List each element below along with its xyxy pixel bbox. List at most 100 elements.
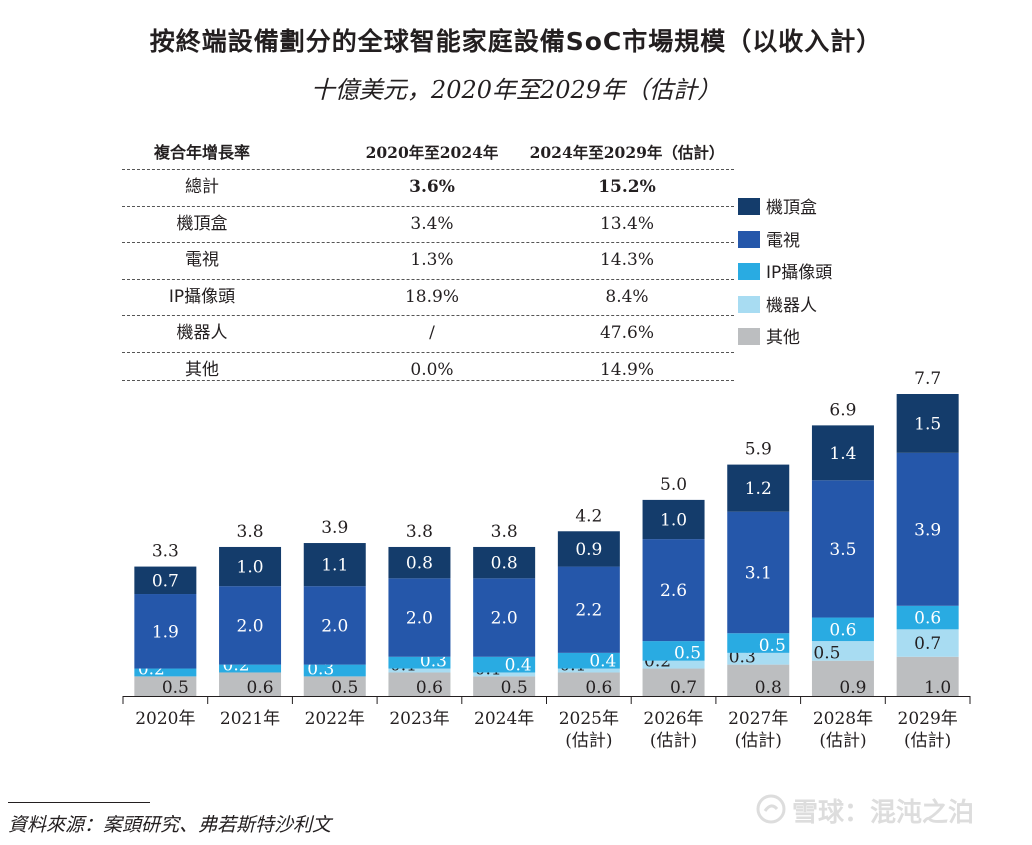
bar-value-label: 0.6: [829, 620, 856, 640]
cagr-row-label: 機器人: [176, 323, 228, 343]
bar-total-label: 5.9: [745, 440, 772, 460]
bar-segment: [557, 531, 620, 567]
source-divider: [8, 802, 150, 803]
x-tick-label: 2026年: [643, 709, 703, 729]
x-tick-label: 2027年: [728, 709, 788, 729]
legend-swatch: [738, 230, 760, 248]
bar-segment: [134, 594, 197, 669]
bar-segment: [811, 660, 874, 696]
bar-total-label: 3.3: [152, 542, 179, 562]
bar-total-label: 4.2: [575, 506, 602, 526]
bar-segment: [727, 664, 790, 696]
cagr-table-header: 複合年增長率 2020年至2024年 2024年至2029年（估計）: [122, 136, 734, 169]
bar-segment: [473, 676, 536, 696]
bar-segment: [896, 452, 959, 606]
cagr-row-label: 機頂盒: [176, 213, 228, 234]
x-tick-label: 2021年: [220, 709, 280, 729]
cagr-table: 複合年增長率 2020年至2024年 2024年至2029年（估計） 總計 3.…: [122, 136, 734, 388]
bar-segment: [896, 656, 959, 696]
cagr-row-set-top-box: 機頂盒 3.4% 13.4%: [122, 205, 734, 243]
bar-segment: [303, 586, 366, 665]
bar-value-label: 0.8: [755, 678, 782, 698]
bar-segment: [473, 546, 536, 579]
bar-value-label: 0.4: [589, 652, 616, 672]
bar-segment: [642, 641, 705, 661]
bar-total-label: 5.0: [660, 475, 687, 495]
bar-value-label: 1.0: [237, 558, 264, 578]
bar-value-label: 0.5: [674, 644, 701, 664]
bar-segment: [811, 641, 874, 661]
bar-segment: [134, 676, 197, 696]
bar-segment: [811, 617, 874, 642]
bar-value-label: 3.5: [829, 540, 856, 560]
bar-total-label: 3.9: [321, 518, 348, 538]
bar-value-label: 2.0: [237, 616, 264, 636]
bar-segment: [811, 425, 874, 481]
bar-segment: [557, 672, 620, 696]
bar-value-label: 2.0: [491, 609, 518, 629]
bar-value-label: 2.6: [660, 581, 687, 601]
bar-value-label: 0.9: [839, 678, 866, 698]
legend-swatch: [738, 198, 760, 215]
legend-label: IP攝像頭: [766, 263, 833, 283]
x-tick-label: 2025年: [559, 709, 619, 729]
chart-subtitle: 十億美元，2020年至2029年（估計）: [310, 76, 722, 104]
bar-total-label: 3.8: [406, 522, 433, 542]
x-tick-label: (估計): [735, 731, 782, 751]
bar-value-label: 0.5: [162, 678, 189, 698]
cagr-row-value-2: 47.6%: [599, 323, 654, 343]
bar-value-label: 0.8: [491, 554, 518, 574]
cagr-row-value-1: 18.9%: [404, 286, 459, 307]
legend-swatch: [738, 295, 760, 313]
bar-value-label: 0.4: [505, 655, 532, 675]
bar-value-label: 2.2: [575, 601, 602, 621]
snowball-logo-icon: [756, 794, 786, 824]
bar-segment: [388, 668, 451, 673]
x-tick-label: 2022年: [305, 709, 365, 729]
bar-value-label: 0.7: [670, 678, 697, 698]
bar-segment: [388, 578, 451, 657]
bar-value-label: 0.5: [501, 678, 528, 698]
x-tick-label: (估計): [565, 731, 612, 751]
bar-value-label: 2.0: [406, 609, 433, 629]
bar-segment: [557, 652, 620, 669]
bar-value-label: 3.1: [745, 563, 772, 583]
bar-segment: [303, 543, 366, 587]
bar-segment: [134, 668, 197, 677]
bar-value-label: 0.6: [585, 678, 612, 698]
bar-value-label: 1.0: [660, 511, 687, 531]
x-tick-label: (估計): [904, 731, 951, 751]
cagr-header-period-1: 2020年至2024年: [365, 143, 499, 162]
bar-total-label: 3.8: [237, 522, 264, 542]
bar-segment: [303, 676, 366, 696]
bar-value-label: 0.5: [331, 678, 358, 698]
bar-segment: [727, 633, 790, 653]
bar-segment: [896, 394, 959, 453]
legend-label: 其他: [766, 328, 800, 348]
cagr-row-value-1: 1.3%: [410, 250, 454, 270]
bar-segment: [473, 578, 536, 657]
bar-value-label: 0.7: [152, 571, 179, 591]
bar-value-label: 0.6: [914, 609, 941, 629]
bar-segment: [388, 672, 451, 696]
bar-segment: [896, 629, 959, 657]
bar-segment: [473, 656, 536, 673]
x-tick-label: (估計): [819, 731, 866, 751]
cagr-row-value-2: 14.3%: [599, 250, 654, 270]
bar-segment: [219, 672, 282, 696]
cagr-row-value-1: /: [429, 323, 435, 343]
bar-segment: [473, 672, 536, 677]
x-tick-label: 2023年: [389, 709, 449, 729]
cagr-row-value-2: 13.4%: [599, 213, 654, 234]
bar-segment: [303, 664, 366, 677]
cagr-row-label: 電視: [185, 250, 219, 270]
cagr-row-other: 其他 0.0% 14.9%: [122, 351, 734, 389]
cagr-row-value-1: 3.4%: [410, 213, 454, 234]
bar-segment: [219, 664, 282, 673]
cagr-row-tv: 電視 1.3% 14.3%: [122, 242, 734, 279]
bar-value-label: 1.5: [914, 414, 941, 434]
bar-segment: [219, 546, 282, 587]
bar-segment: [134, 566, 197, 595]
x-tick-label: 2020年: [135, 709, 195, 729]
bar-value-label: 0.6: [247, 678, 274, 698]
